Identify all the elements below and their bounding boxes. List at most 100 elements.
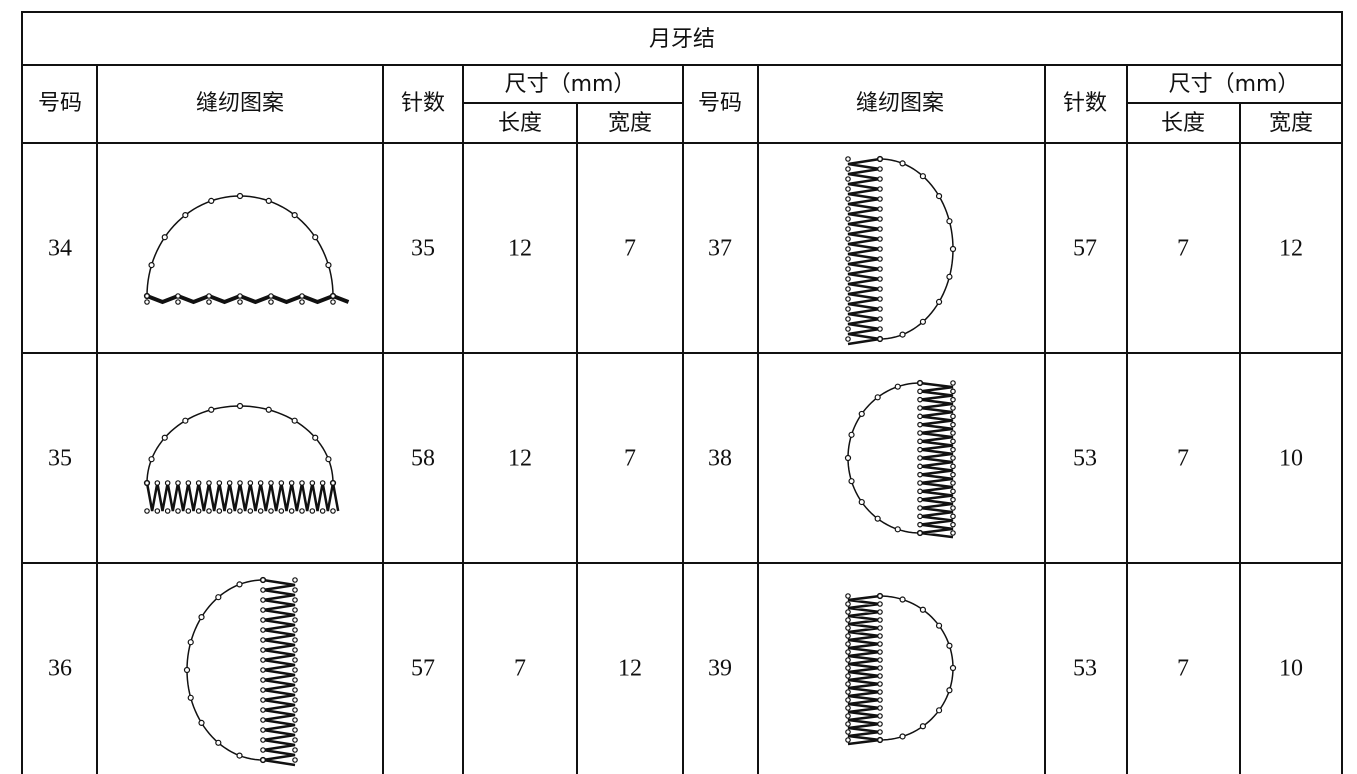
stitch-dot	[845, 673, 851, 679]
stitch-dot	[917, 513, 923, 520]
stitch-dot	[848, 431, 855, 438]
cell-number: 38	[708, 446, 732, 472]
stitch-dot	[144, 299, 150, 305]
stitch-dot	[917, 413, 923, 420]
stitch-dot	[845, 176, 851, 182]
stitch-dot	[845, 336, 851, 342]
stitch-dot	[877, 196, 883, 202]
header-stitches: 针数	[401, 91, 445, 116]
stitch-dot	[877, 166, 883, 172]
stitch-dot	[917, 521, 923, 528]
stitch-dot	[292, 627, 298, 633]
stitch-dot	[845, 256, 851, 262]
stitch-dot	[260, 717, 266, 723]
stitch-dot	[299, 293, 305, 299]
stitch-dot	[917, 488, 923, 495]
stitch-dot	[236, 402, 244, 410]
stitch-dot	[877, 729, 883, 735]
stitch-dot	[877, 246, 883, 252]
stitch-dot	[845, 326, 851, 332]
stitch-dot	[845, 306, 851, 312]
stitch-dot	[226, 480, 233, 486]
stitch-dot	[845, 186, 851, 192]
stitch-dot	[260, 687, 266, 693]
stitch-dot	[946, 218, 953, 225]
stitch-dot	[845, 649, 851, 655]
stitch-dot	[292, 667, 298, 673]
table-title: 月牙结	[649, 27, 715, 52]
header-pattern: 缝纫图案	[196, 91, 284, 116]
stitch-dot	[161, 434, 168, 441]
stitch-dot	[919, 723, 927, 730]
stitch-dot	[260, 577, 266, 583]
stitch-dot	[935, 298, 943, 306]
stitch-dot	[299, 299, 305, 305]
stitch-dot	[175, 480, 181, 486]
stitch-dot	[198, 719, 205, 727]
zigzag	[145, 482, 340, 512]
stitch-dot	[877, 176, 883, 182]
stitch-dot	[877, 633, 883, 639]
stitch-dot	[917, 396, 923, 403]
stitch-dot	[216, 480, 223, 486]
stitch-dot	[877, 641, 883, 647]
stitch-dot	[175, 508, 181, 514]
header-number: 号码	[38, 91, 82, 116]
stitch-dot	[226, 508, 233, 514]
cell-length: 7	[1177, 656, 1189, 682]
stitch-dot	[260, 647, 266, 653]
stitch-dot	[877, 681, 883, 687]
stitch-dot	[291, 211, 298, 219]
stitch-dot	[292, 597, 298, 603]
stitch-dot	[858, 410, 865, 418]
stitch-dot	[206, 508, 212, 514]
cell-width: 10	[1279, 656, 1303, 682]
stitch-dot	[236, 192, 244, 200]
stitch-dot	[845, 601, 851, 607]
stitch-dot	[877, 673, 883, 679]
stitch-dot	[268, 299, 274, 305]
stitch-dot	[845, 697, 851, 703]
stitch-dot	[858, 498, 865, 506]
stitch-dot	[292, 707, 298, 713]
stitch-dot	[877, 216, 883, 222]
stitch-dot	[292, 717, 298, 723]
stitch-dot	[237, 508, 243, 514]
stitch-dot	[236, 581, 243, 588]
header-width: 宽度	[608, 111, 652, 136]
stitch-dot	[309, 508, 316, 514]
cell-width: 10	[1279, 446, 1303, 472]
stitch-dot	[877, 206, 883, 212]
stitch-dot	[195, 508, 202, 514]
cell-length: 12	[508, 446, 532, 472]
stitch-dot	[292, 737, 298, 743]
stitch-dot	[161, 234, 168, 241]
stitch-dot	[845, 246, 851, 252]
stitch-dot	[330, 299, 336, 305]
stitch-dot	[950, 438, 956, 445]
stitch-dot	[950, 380, 956, 386]
stitch-dot	[198, 613, 205, 621]
stitch-dot	[877, 697, 883, 703]
stitch-dot	[845, 713, 851, 719]
sewing-pattern	[844, 379, 956, 539]
stitch-dot	[950, 530, 956, 536]
stitch-dot	[950, 521, 956, 528]
stitch-dot	[268, 293, 274, 299]
stitch-dot	[247, 480, 254, 486]
stitch-dot	[950, 463, 956, 470]
cell-number: 34	[48, 236, 72, 262]
stitch-dot	[845, 609, 851, 615]
stitch-dot	[845, 625, 851, 631]
stitch-dot	[845, 657, 851, 663]
stitch-dot	[845, 633, 851, 639]
stitch-dot	[268, 480, 274, 486]
stitch-dot	[260, 617, 266, 623]
stitch-dot	[312, 434, 319, 441]
stitch-dot	[845, 316, 851, 322]
stitch-dot	[144, 293, 150, 299]
stitch-dot	[877, 705, 883, 711]
stitch-dot	[278, 508, 285, 514]
stitch-dot	[195, 480, 202, 486]
cell-stitches: 57	[411, 656, 435, 682]
